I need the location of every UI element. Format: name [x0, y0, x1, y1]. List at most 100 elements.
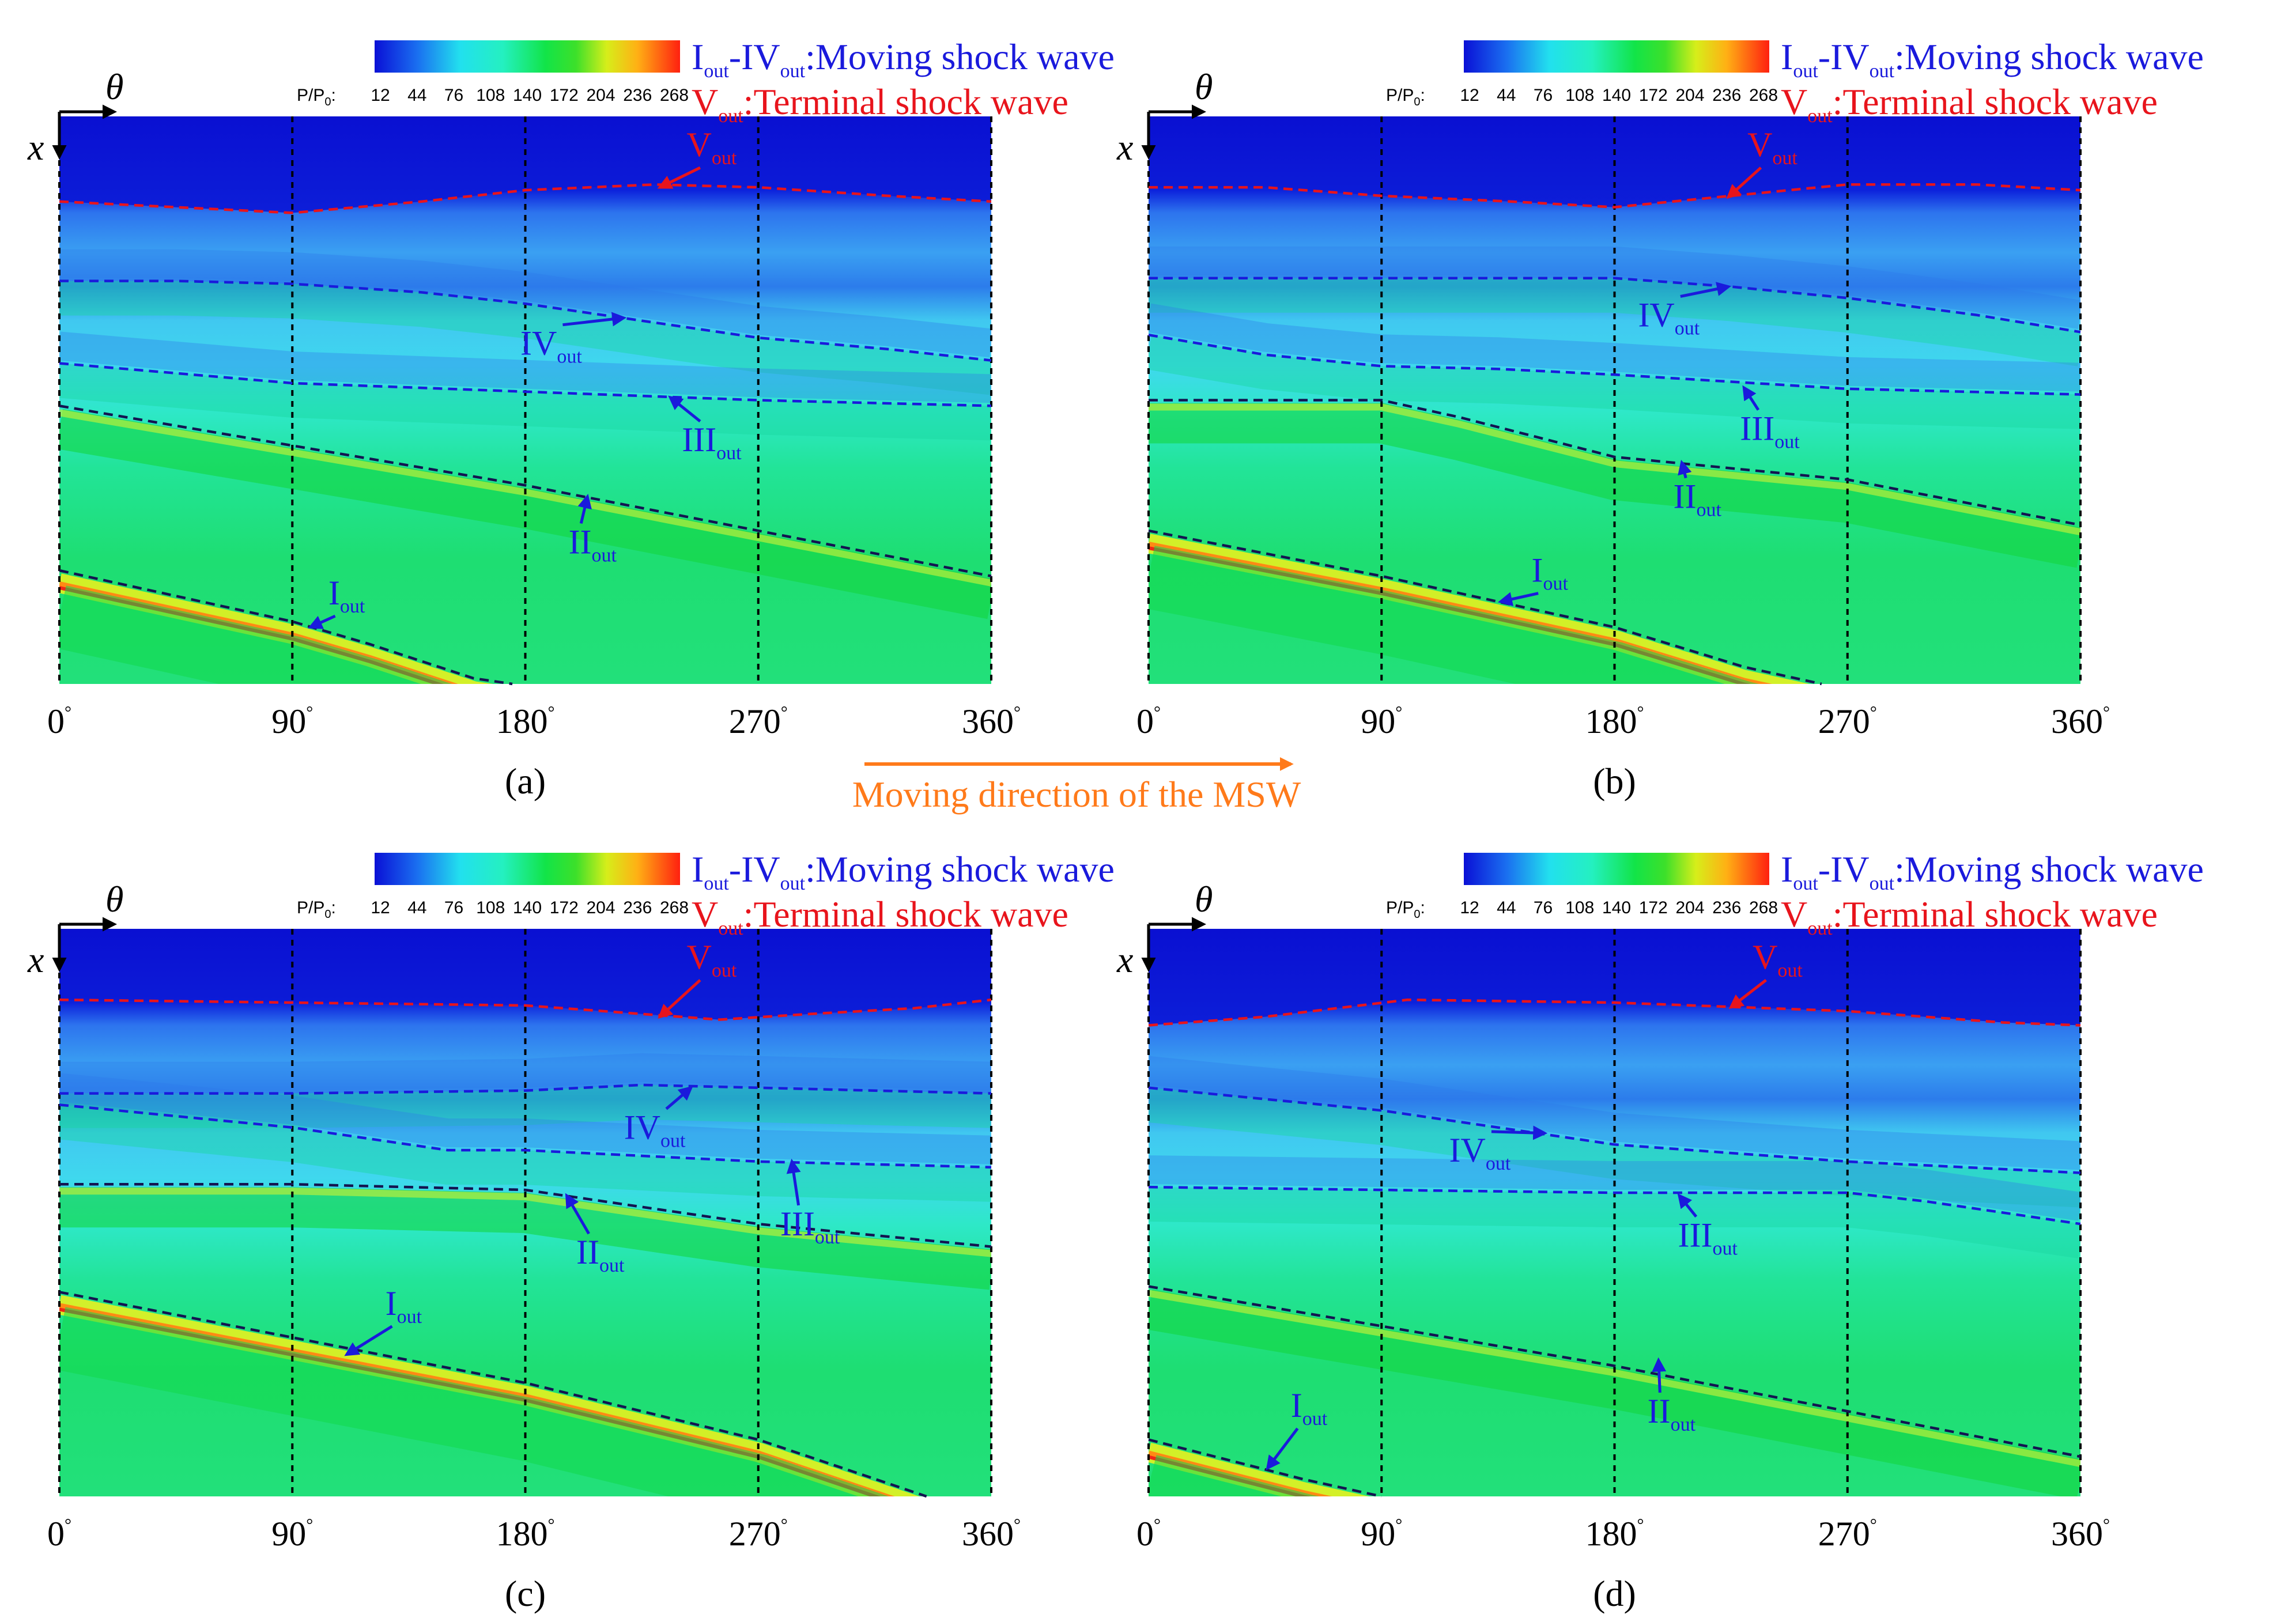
- x-tick-value: 90: [1361, 1515, 1395, 1553]
- colorbar-tick-label: 44: [1497, 86, 1516, 105]
- colorbar: P/P0: 12 44 76 108 140 172 204 236 268: [297, 853, 689, 921]
- legend-sub: out: [1807, 105, 1833, 127]
- annotation-sub: out: [1671, 1414, 1696, 1435]
- annotation-i: Iout: [1291, 1386, 1328, 1430]
- annotation-sub: out: [1772, 148, 1797, 169]
- annotation-arrow: [786, 1158, 801, 1206]
- annotation-arrow: [1678, 460, 1692, 479]
- annotation-i: Iout: [1531, 551, 1568, 595]
- legend-moving-shock: Iout-IVout:Moving shock wave: [692, 36, 1115, 82]
- colorbar-tick-label: 108: [476, 898, 505, 917]
- x-tick-value: 180: [1585, 1515, 1637, 1553]
- x-tick-label: 270°: [1818, 1515, 1877, 1553]
- x-tick-degree: °: [781, 1515, 788, 1534]
- colorbar-label-colon: :: [331, 898, 335, 917]
- shock-band-edge: [1149, 403, 2080, 536]
- x-tick-label: 360°: [2051, 1515, 2110, 1553]
- grid-lines: [1147, 929, 2082, 1496]
- x-tick-value: 360: [962, 1515, 1014, 1553]
- x-tick-label: 90°: [271, 1515, 313, 1553]
- x-axis-ticks: 0° 90° 180° 270° 360°: [1136, 702, 2110, 740]
- x-tick-label: 180°: [496, 702, 555, 740]
- legend-roman: V: [692, 894, 718, 935]
- colorbar-label-main: P/P: [1386, 898, 1414, 917]
- shock-band: [59, 363, 991, 441]
- shock-band-pre: [59, 331, 991, 403]
- annotation-roman: III: [1740, 409, 1774, 447]
- annotation-arrow: [658, 979, 701, 1019]
- x-axis-label: x: [27, 127, 44, 168]
- colorbar-tick-label: 204: [586, 86, 615, 105]
- x-tick-label: 360°: [962, 702, 1021, 740]
- colorbar-label: P/P0:: [1386, 86, 1425, 108]
- x-tick-value: 360: [962, 702, 1014, 740]
- legend-roman: -IV: [729, 36, 780, 77]
- colorbar-tick-label: 76: [444, 86, 463, 105]
- x-axis-ticks: 0° 90° 180° 270° 360°: [47, 702, 1021, 740]
- annotation-roman: V: [1747, 126, 1772, 164]
- legend-sub: out: [1870, 873, 1895, 894]
- annotation-sub: out: [340, 596, 365, 617]
- x-tick-degree: °: [1637, 1515, 1644, 1534]
- annotation-ii: IIout: [576, 1233, 625, 1276]
- annotation-i: Iout: [328, 574, 365, 617]
- x-tick-degree: °: [65, 703, 71, 722]
- x-tick-label: 90°: [1361, 702, 1402, 740]
- colorbar-tick-label: 268: [1749, 86, 1778, 105]
- annotation-roman: III: [682, 421, 716, 459]
- annotation-roman: IV: [1638, 296, 1674, 334]
- panel-label: (b): [1593, 761, 1636, 801]
- shock-line-iv: [59, 279, 992, 362]
- x-tick-label: 90°: [1361, 1515, 1402, 1553]
- shock-line-iii: [1148, 1185, 2081, 1226]
- annotation-sub: out: [1774, 431, 1800, 452]
- x-tick-value: 0: [47, 1515, 65, 1553]
- annotation-ii: IIout: [1674, 478, 1722, 521]
- legend-sub: out: [1870, 61, 1895, 82]
- shock-line-iv: [1148, 1086, 2081, 1174]
- colorbar-label: P/P0:: [297, 86, 336, 108]
- colorbar-tick-label: 12: [371, 86, 390, 105]
- colorbar-tick-label: 236: [623, 86, 652, 105]
- x-tick-degree: °: [1014, 1515, 1021, 1534]
- post-shock-band: [59, 1307, 889, 1496]
- theta-axis-label: θ: [105, 66, 123, 107]
- shock-line-v: [59, 998, 992, 1021]
- shock-line-ii: [1149, 399, 2081, 527]
- legend: Iout-IVout:Moving shock waveVout:Termina…: [1781, 36, 2204, 127]
- colorbar-tick-label: 12: [1460, 898, 1479, 917]
- colorbar-label-colon: :: [1420, 86, 1425, 105]
- colorbar-tick-label: 204: [1675, 86, 1704, 105]
- annotation-sub: out: [1486, 1153, 1511, 1174]
- colorbar: P/P0: 12 44 76 108 140 172 204 236 268: [1386, 40, 1778, 108]
- annotation-sub: out: [592, 545, 617, 566]
- colorbar-tick-label: 204: [1675, 898, 1704, 917]
- x-tick-degree: °: [1870, 703, 1877, 722]
- legend-sub: out: [718, 918, 743, 939]
- annotation-arrow: [1680, 282, 1732, 298]
- x-tick-degree: °: [1014, 703, 1021, 722]
- annotation-sub: out: [712, 960, 737, 981]
- legend-moving-shock: Iout-IVout:Moving shock wave: [692, 849, 1115, 894]
- legend-roman: V: [1781, 894, 1807, 935]
- colorbar-tick-label: 268: [660, 898, 689, 917]
- annotation-roman: IV: [520, 324, 557, 362]
- colorbar-tick-label: 108: [1565, 898, 1594, 917]
- annotation-roman: IV: [624, 1108, 660, 1146]
- annotation-iii: IIIout: [1740, 409, 1800, 452]
- annotation-roman: II: [569, 523, 592, 561]
- shock-band: [59, 409, 991, 619]
- annotation-sub: out: [1777, 960, 1803, 981]
- x-tick-value: 270: [729, 1515, 781, 1553]
- annotation-roman: II: [1648, 1392, 1671, 1430]
- colorbar-tick-label: 76: [1534, 86, 1553, 105]
- grid-lines: [58, 929, 992, 1496]
- colorbar-tick-label: 140: [513, 86, 542, 105]
- colorbar-tick-label: 204: [586, 898, 615, 917]
- shock-line-v: [1149, 183, 2081, 209]
- theta-axis-label: θ: [1195, 879, 1213, 920]
- shock-line-ii: [59, 404, 992, 578]
